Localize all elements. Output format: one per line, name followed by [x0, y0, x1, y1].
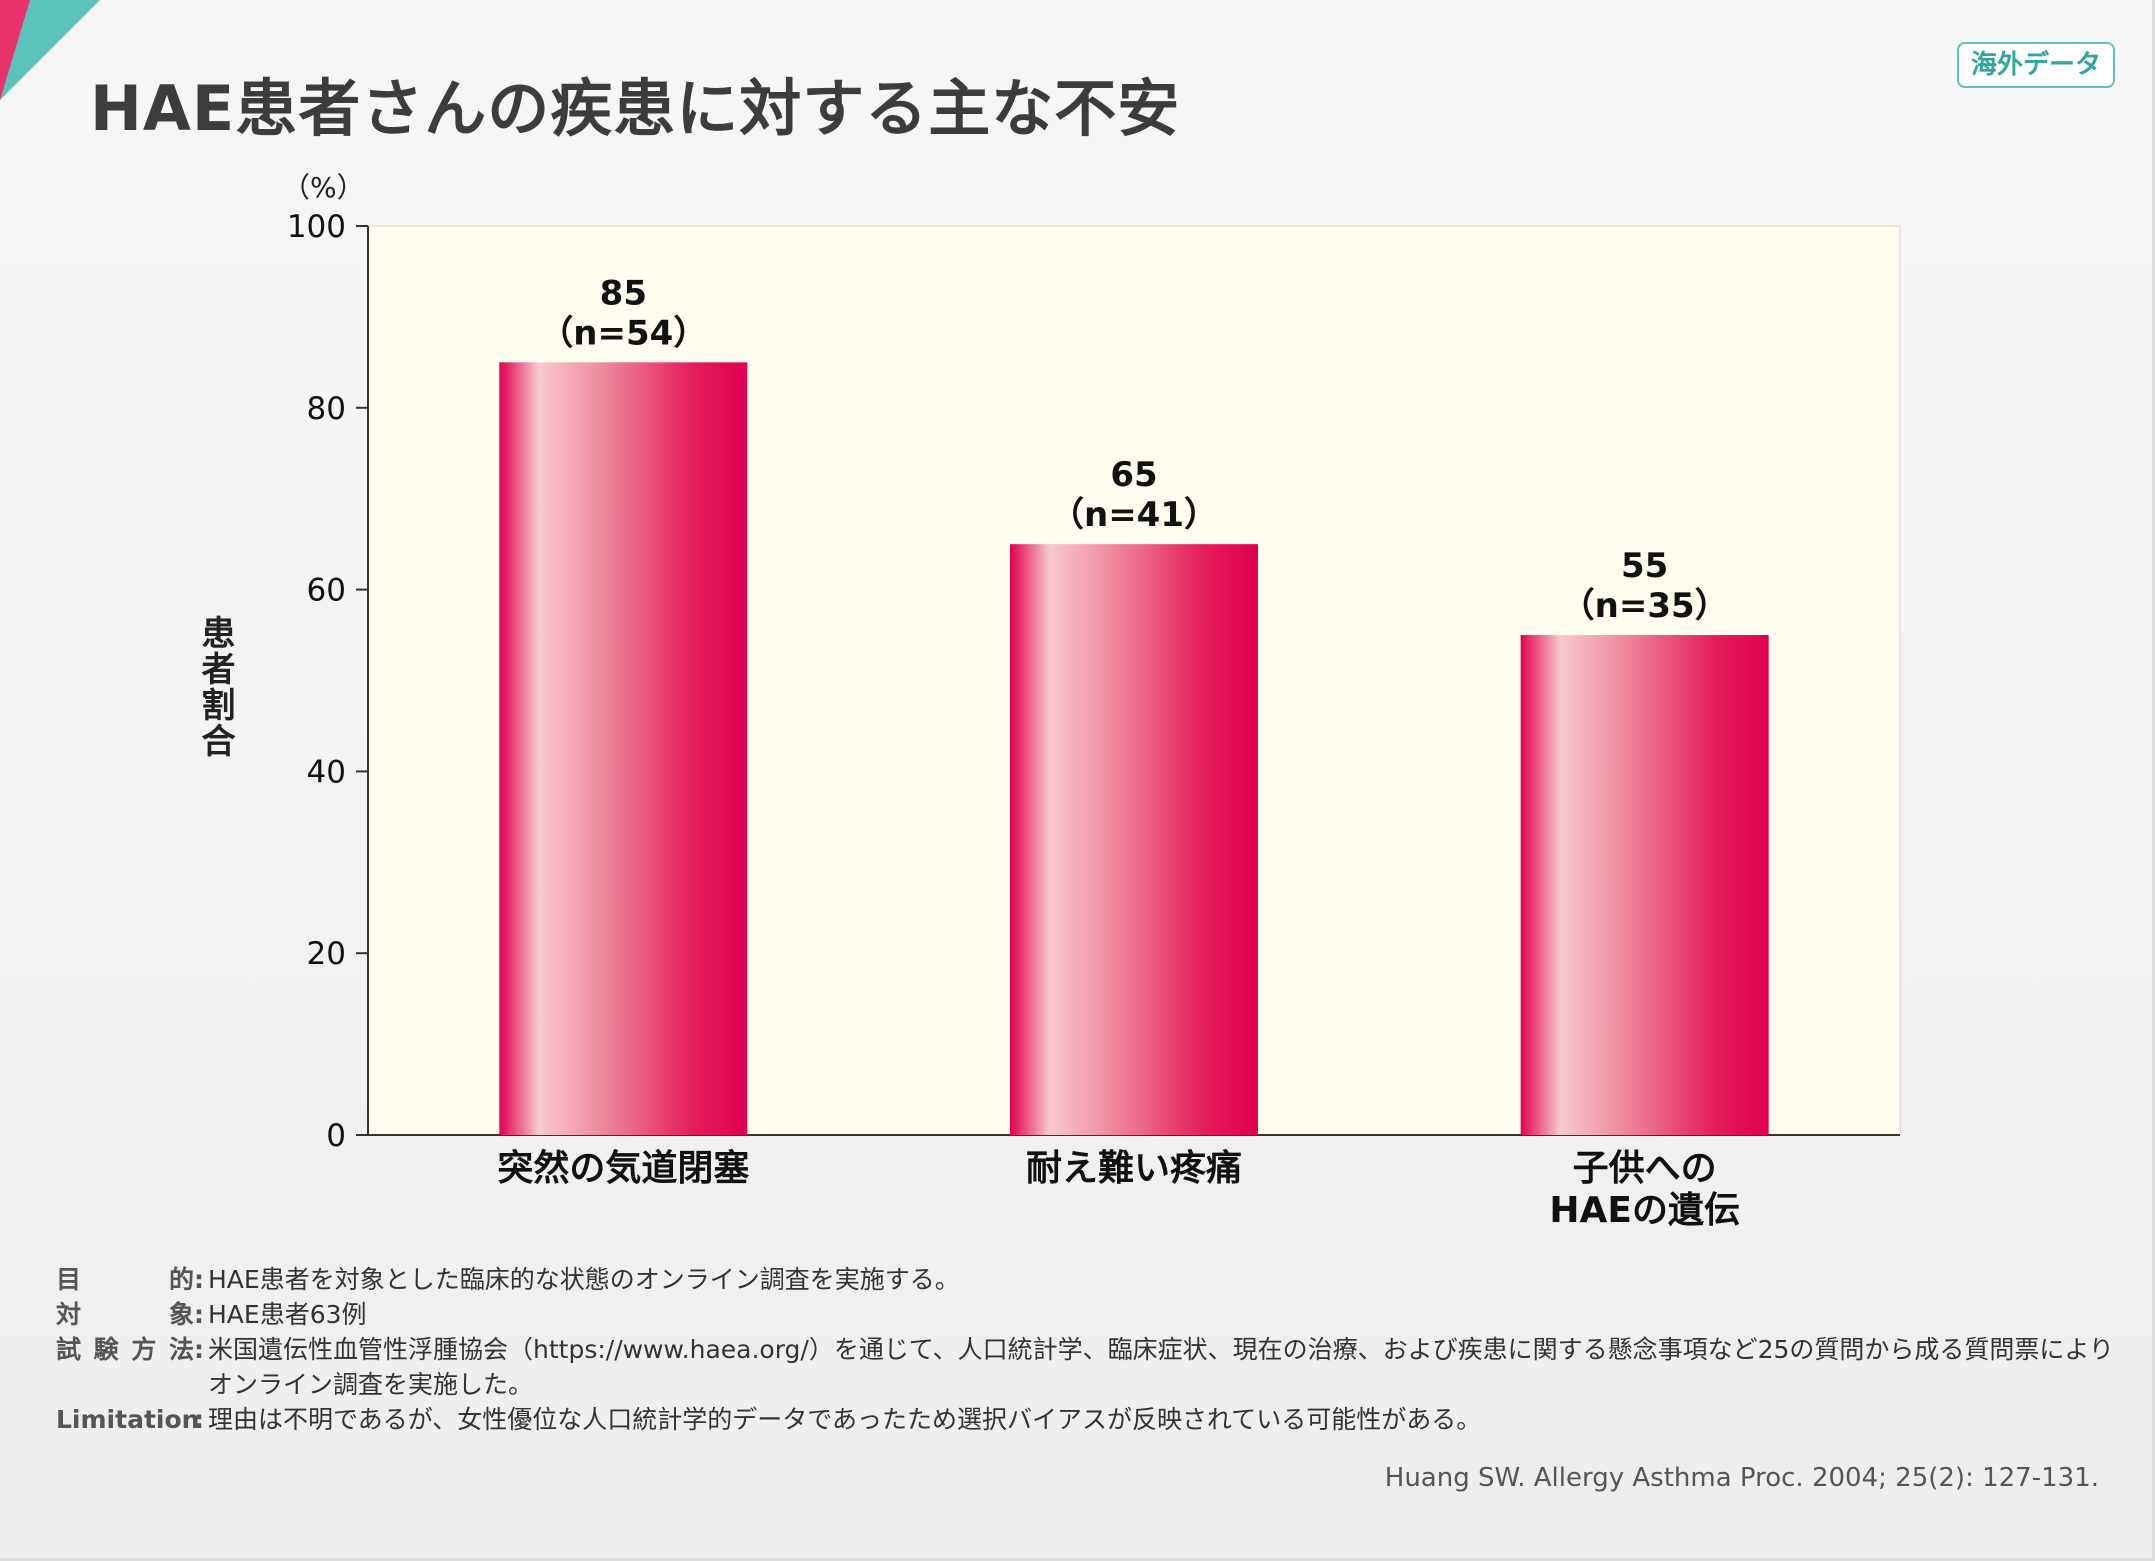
note-limitation: Limitation : 理由は不明であるが、女性優位な人口統計学的データであっ…	[56, 1402, 2116, 1437]
y-tick-label: 0	[326, 1118, 346, 1154]
bar-chart: 0 20 40 60 80 100 85（n=54） 突然の気道閉塞 65（n=41） 耐え難い疼…	[287, 209, 1901, 1231]
category-label: HAEの遺伝	[1549, 1190, 1740, 1231]
y-axis-label: 患者割合	[195, 615, 235, 759]
data-label: （n=35）	[1561, 586, 1729, 626]
data-label: 65	[1110, 455, 1157, 495]
y-axis-unit: （%）	[282, 171, 365, 204]
data-label: 85	[600, 273, 647, 313]
y-tick-label: 20	[307, 936, 346, 972]
note-label: Limitation	[56, 1405, 200, 1434]
category-label: 子供への	[1573, 1148, 1717, 1189]
note-method: 試験方法 : 米国遺伝性血管性浮腫協会（https://www.haea.org…	[56, 1332, 2116, 1402]
note-label: 目的	[56, 1265, 194, 1294]
data-label: 55	[1621, 546, 1668, 586]
note-purpose: 目的 : HAE患者を対象とした臨床的な状態のオンライン調査を実施する。	[56, 1262, 2116, 1297]
category-label: 突然の気道閉塞	[497, 1147, 749, 1189]
bar	[1010, 544, 1258, 1135]
page-title: HAE患者さんの疾患に対する主な不安	[90, 72, 1181, 145]
note-text: HAE患者63例	[208, 1300, 367, 1329]
note-text: 米国遺伝性血管性浮腫協会（https://www.haea.org/）を通じて、…	[208, 1335, 2114, 1399]
corner-accent-icon	[0, 0, 100, 100]
note-text: 理由は不明であるが、女性優位な人口統計学的データであったため選択バイアスが反映さ…	[208, 1405, 1482, 1434]
overseas-data-badge: 海外データ	[1957, 42, 2115, 88]
bar	[1520, 635, 1769, 1135]
y-tick-label: 60	[307, 573, 346, 609]
y-tick-label: 80	[307, 391, 346, 427]
citation: Huang SW. Allergy Asthma Proc. 2004; 25(…	[1384, 1463, 2099, 1493]
y-tick-label: 100	[287, 209, 346, 245]
study-notes: 目的 : HAE患者を対象とした臨床的な状態のオンライン調査を実施する。 対象 …	[56, 1262, 2116, 1437]
y-tick-label: 40	[307, 754, 346, 790]
note-label: 対象	[56, 1300, 194, 1329]
note-subjects: 対象 : HAE患者63例	[56, 1297, 2116, 1332]
note-text: HAE患者を対象とした臨床的な状態のオンライン調査を実施する。	[208, 1265, 960, 1294]
data-label: （n=41）	[1050, 495, 1218, 535]
data-label: （n=54）	[539, 313, 707, 353]
note-label: 試験方法	[56, 1335, 194, 1364]
bar	[499, 362, 748, 1136]
category-label: 耐え難い疼痛	[1026, 1148, 1242, 1189]
